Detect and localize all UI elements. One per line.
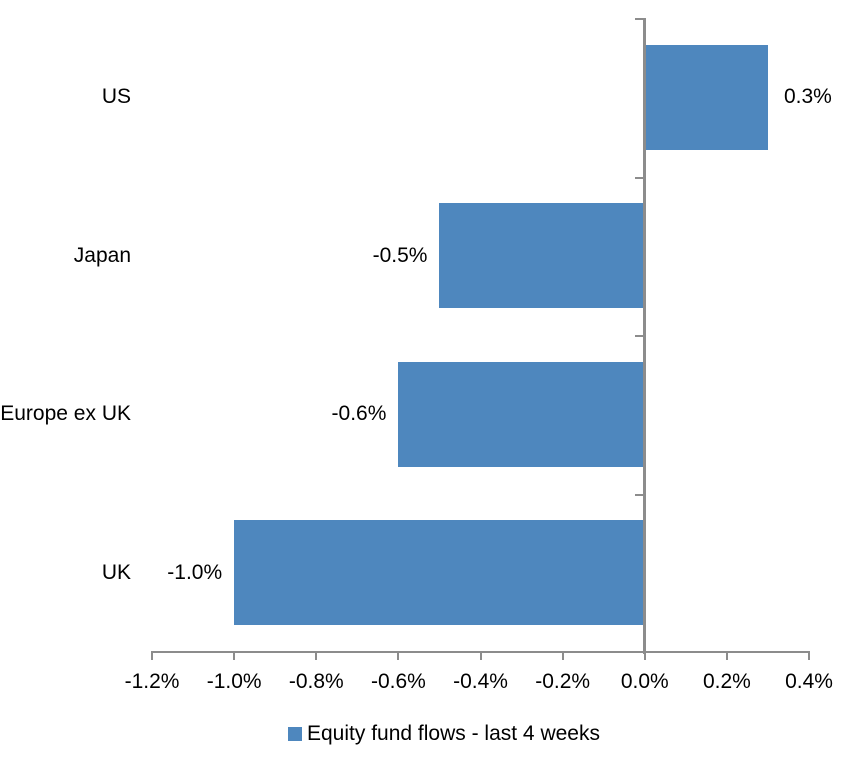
x-axis-tick [151, 651, 153, 660]
category-label: US [101, 85, 131, 109]
data-label: -1.0% [167, 560, 223, 584]
category-label: UK [101, 560, 131, 584]
y-axis-zero-line [643, 18, 647, 654]
category-label: Europe ex UK [0, 402, 131, 426]
x-axis-tick [479, 651, 482, 660]
legend: Equity fund flows - last 4 weeks [288, 720, 600, 747]
data-label: -0.6% [331, 402, 387, 426]
y-axis-tick [635, 335, 644, 337]
y-axis-tick [635, 493, 644, 496]
x-axis-tick [808, 651, 810, 660]
bar-europe-ex-uk [398, 361, 645, 467]
x-axis-tick-label: -0.6% [370, 670, 426, 693]
x-axis-tick [643, 651, 646, 660]
x-axis-tick-label: 0.0% [620, 670, 669, 693]
x-axis-tick [233, 651, 236, 660]
x-axis-tick [725, 651, 728, 660]
x-axis-tick-label: -1.0% [206, 670, 262, 693]
x-axis-tick-label: 0.4% [785, 670, 833, 693]
bar-us [644, 44, 768, 150]
category-label: Japan [73, 243, 131, 267]
legend-swatch-icon [288, 726, 302, 741]
legend-label: Equity fund flows - last 4 weeks [307, 722, 600, 745]
bar-japan [439, 203, 645, 309]
x-axis-tick [561, 651, 564, 660]
data-label: -0.5% [372, 243, 428, 267]
bar-uk [234, 520, 645, 626]
x-axis-tick-label: -0.2% [535, 670, 591, 693]
x-axis-tick-label: -1.2% [124, 670, 180, 693]
x-axis-tick-label: 0.2% [702, 670, 751, 693]
x-axis-tick-label: -0.8% [288, 670, 344, 693]
x-axis-tick [397, 651, 400, 660]
data-label: 0.3% [783, 85, 832, 109]
x-axis-tick [315, 651, 318, 660]
y-axis-tick [635, 18, 644, 20]
x-axis-tick-label: -0.4% [453, 670, 508, 693]
y-axis-tick [635, 176, 644, 179]
